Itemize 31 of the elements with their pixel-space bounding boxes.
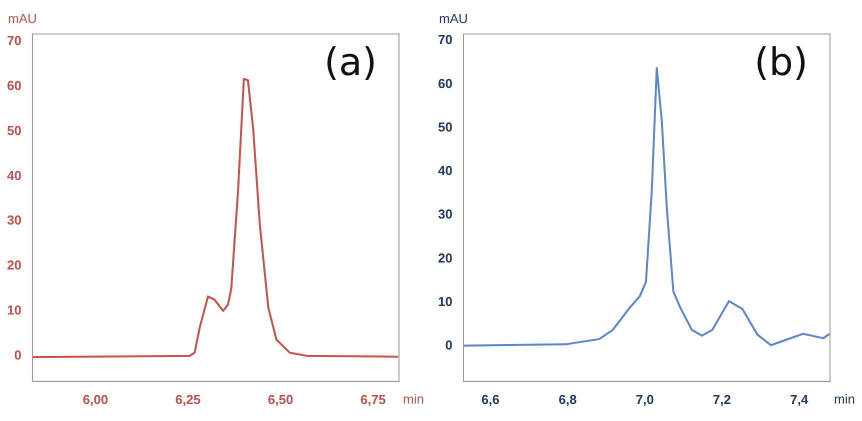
y-tick-label: 20 bbox=[6, 258, 22, 273]
x-axis-title: min bbox=[834, 391, 855, 406]
y-tick-label: 0 bbox=[14, 347, 22, 362]
y-tick-label: 10 bbox=[6, 302, 22, 318]
x-tick-label: 7,2 bbox=[712, 392, 732, 407]
x-tick-label: 6,00 bbox=[82, 392, 108, 407]
y-tick-label: 0 bbox=[445, 338, 452, 353]
x-tick-label: 6,25 bbox=[175, 392, 201, 407]
y-tick-label: 50 bbox=[438, 119, 452, 134]
y-tick-label: 70 bbox=[6, 33, 22, 48]
y-tick-label: 30 bbox=[438, 206, 452, 222]
y-tick-label: 10 bbox=[438, 294, 452, 309]
y-tick-label: 60 bbox=[438, 76, 452, 91]
y-tick-label: 40 bbox=[438, 163, 452, 178]
y-axis-title: mAU bbox=[439, 11, 468, 26]
y-axis-title: mAU bbox=[8, 11, 37, 26]
y-tick-label: 70 bbox=[438, 32, 452, 48]
x-tick-label: 6,50 bbox=[268, 392, 294, 407]
y-tick-label: 50 bbox=[6, 122, 22, 138]
annotation: (a) bbox=[324, 40, 377, 84]
y-tick-label: 60 bbox=[6, 78, 22, 94]
x-tick-label: 7,0 bbox=[636, 392, 654, 407]
x-tick-label: 7,4 bbox=[790, 392, 809, 407]
x-axis-title: min bbox=[403, 391, 424, 406]
x-tick-label: 6,6 bbox=[481, 392, 500, 407]
y-tick-label: 30 bbox=[6, 212, 22, 228]
annotation: (b) bbox=[754, 40, 808, 84]
x-tick-label: 6,75 bbox=[360, 392, 386, 407]
x-tick-label: 6,8 bbox=[558, 392, 577, 407]
y-tick-label: 40 bbox=[6, 168, 22, 183]
y-tick-label: 20 bbox=[438, 250, 452, 266]
